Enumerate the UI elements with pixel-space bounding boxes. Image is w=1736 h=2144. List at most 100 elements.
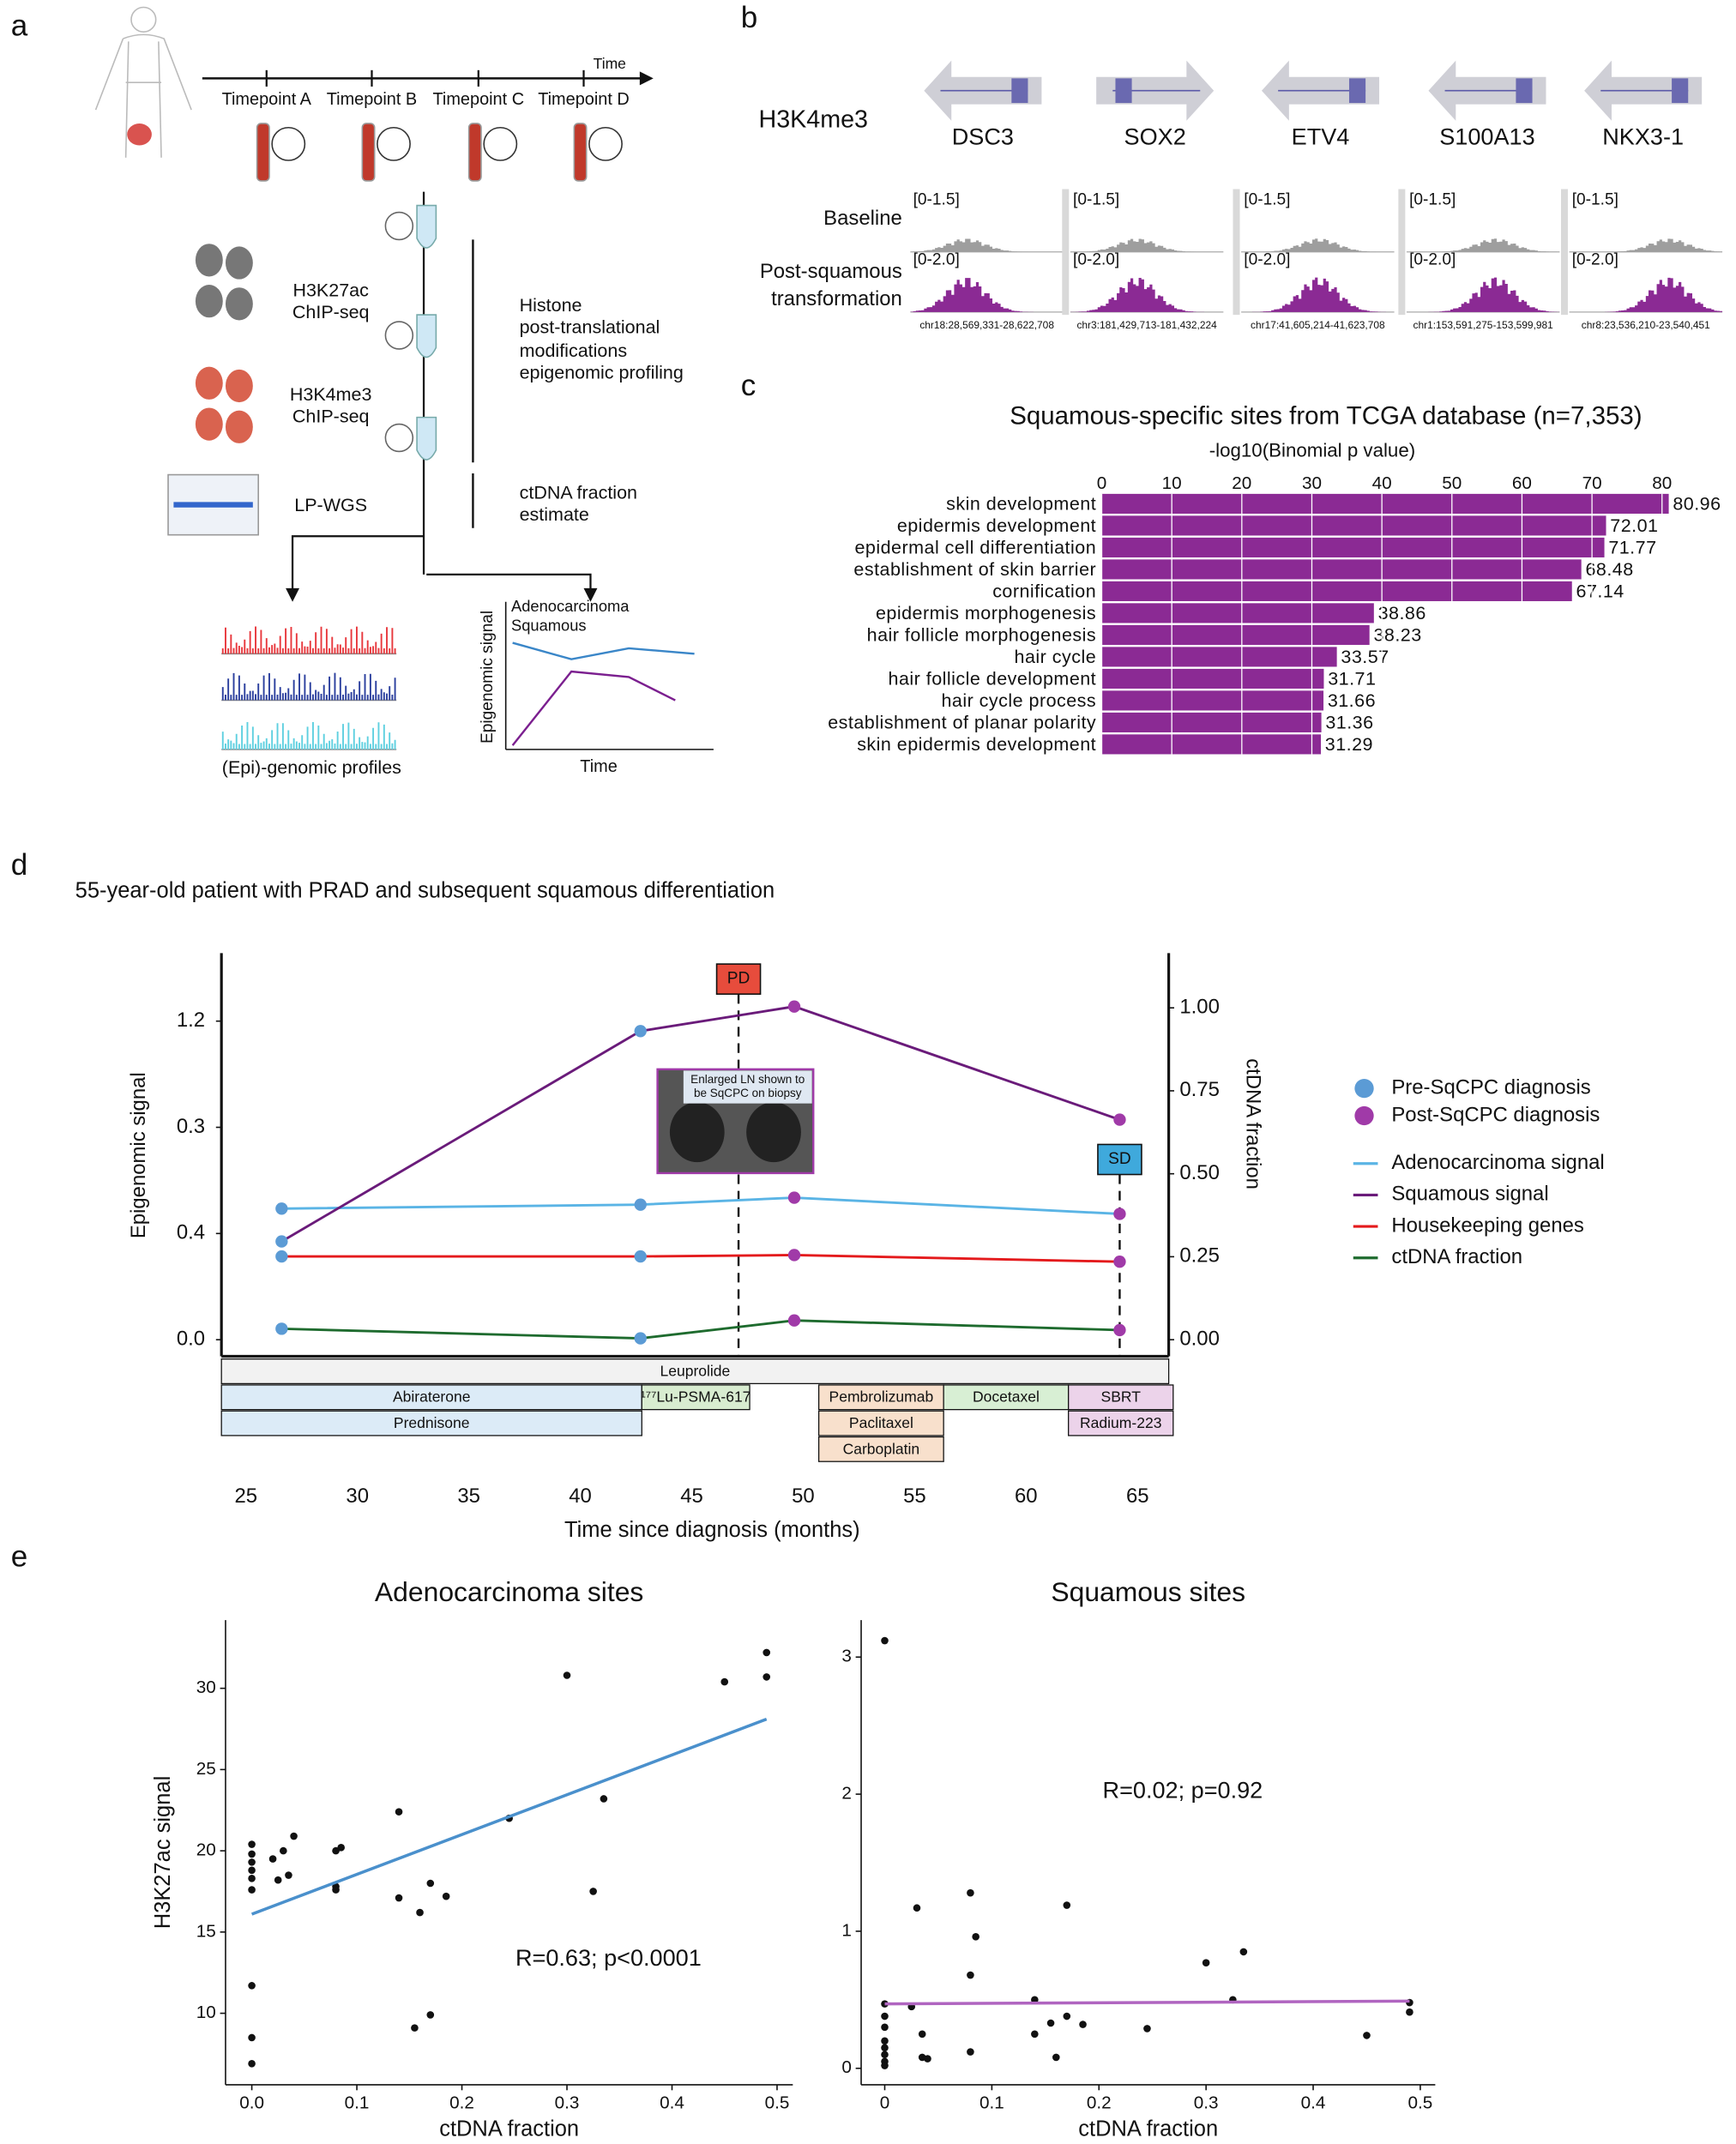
- x-tick-label: 65: [1126, 1485, 1149, 1508]
- data-point: [1143, 2025, 1151, 2033]
- data-point: [1202, 1959, 1210, 1966]
- timepoint-label: Timepoint A: [222, 90, 312, 109]
- track-range: [0-1.5]: [1073, 190, 1119, 208]
- gene-label: ETV4: [1292, 123, 1350, 150]
- track-signal: [1070, 278, 1224, 312]
- y-axis-label: Epigenomic signal: [127, 1072, 150, 1238]
- legend-label: ctDNA fraction: [1391, 1245, 1522, 1268]
- track-range: [0-1.5]: [913, 190, 960, 208]
- legend-label: Pre-SqCPC diagnosis: [1391, 1075, 1590, 1099]
- data-point: [1046, 2019, 1055, 2027]
- x-tick-label: 70: [1582, 473, 1602, 493]
- stat-annotation: R=0.02; p=0.92: [1103, 1777, 1263, 1804]
- data-point: [248, 1850, 256, 1858]
- bar: [1101, 559, 1582, 580]
- data-point: [426, 1879, 435, 1888]
- y-tick-label: 3: [841, 1647, 852, 1666]
- y2-tick-label: 0.00: [1179, 1327, 1220, 1350]
- treatment-label: SBRT: [1101, 1388, 1142, 1406]
- bar: [1101, 581, 1572, 601]
- data-point: [563, 1671, 571, 1679]
- data-point: [275, 1322, 288, 1335]
- data-point: [881, 2044, 889, 2052]
- fit-line: [250, 1718, 768, 1916]
- x-axis-label: ctDNA fraction: [1078, 2117, 1218, 2141]
- y-tick-label: 25: [196, 1759, 216, 1779]
- treatment-bar: [817, 1410, 944, 1436]
- bar: [1101, 647, 1337, 667]
- bar: [1101, 624, 1370, 645]
- gene-exon: [1115, 78, 1132, 104]
- data-point: [411, 2024, 419, 2032]
- track-range: [0-2.0]: [1073, 250, 1119, 268]
- sample-tube: [416, 204, 437, 249]
- ct-lung: [746, 1102, 801, 1163]
- cfdna-bubble: [271, 126, 306, 161]
- data-point: [918, 2030, 926, 2039]
- category-label: hair follicle development: [889, 668, 1097, 689]
- data-point: [787, 1000, 801, 1013]
- data-point: [881, 1636, 889, 1645]
- time-label: Time: [594, 55, 626, 72]
- inset-legend: Squamous: [511, 616, 587, 634]
- series-line: [281, 1196, 1120, 1215]
- data-point: [787, 1249, 801, 1262]
- data-point: [881, 2051, 889, 2059]
- data-point: [248, 1840, 256, 1848]
- data-point: [787, 1314, 801, 1327]
- treatment-label: Abiraterone: [393, 1388, 471, 1406]
- category-label: cornification: [992, 581, 1096, 601]
- bar: [1101, 734, 1322, 755]
- blood-tube: [361, 123, 376, 182]
- data-point: [881, 2062, 889, 2069]
- cfdna-bubble: [588, 126, 623, 161]
- track-range: [0-2.0]: [1409, 250, 1456, 268]
- data-point: [248, 1858, 256, 1866]
- treatment-bar: [943, 1384, 1070, 1411]
- data-point: [967, 2048, 974, 2056]
- x-tick-label: 0.4: [1301, 2093, 1326, 2113]
- value-label: 33.57: [1341, 647, 1389, 667]
- ct-caption-bg: [683, 1070, 812, 1104]
- series-line: [280, 1005, 1120, 1243]
- x-tick-label: 0.5: [765, 2093, 790, 2113]
- data-point: [416, 1908, 424, 1917]
- data-point: [274, 1876, 282, 1884]
- data-point: [248, 1866, 256, 1875]
- x-tick-label: 20: [1232, 473, 1251, 493]
- data-point: [634, 1332, 647, 1345]
- sample-tube: [416, 314, 437, 358]
- x-tick-label: 0.3: [1194, 2093, 1219, 2113]
- category-label: skin development: [946, 493, 1096, 514]
- nucleosome: [225, 287, 253, 321]
- treatment-label: Pembrolizumab: [829, 1388, 934, 1406]
- event-box: [1097, 1143, 1142, 1176]
- blood-tube: [467, 123, 482, 182]
- treatment-label: Paclitaxel: [849, 1414, 913, 1431]
- data-point: [1239, 1948, 1248, 1956]
- track-signal: [1569, 277, 1723, 312]
- chart-title: Squamous sites: [1051, 1576, 1245, 1607]
- category-label: epidermal cell differentiation: [854, 537, 1096, 557]
- y-tick-label: 20: [196, 1840, 216, 1860]
- x-tick-label: 30: [1302, 473, 1322, 493]
- data-point: [787, 1191, 801, 1204]
- track-name: Post-squamous: [760, 260, 902, 283]
- x-tick-label: 40: [569, 1485, 592, 1508]
- panel-letter: a: [11, 9, 28, 43]
- bar: [1101, 712, 1322, 732]
- nucleosome: [195, 366, 223, 400]
- workflow-label: post-translational: [520, 317, 660, 338]
- workflow-label: ctDNA fraction: [520, 483, 637, 503]
- blood-tube: [256, 123, 270, 182]
- panel-letter: b: [741, 1, 758, 34]
- data-point: [1063, 1901, 1071, 1909]
- cfdna-bubble: [483, 126, 518, 161]
- data-point: [248, 2033, 256, 2042]
- data-point: [1113, 1256, 1126, 1268]
- timepoint-label: Timepoint B: [327, 90, 417, 109]
- track-separator: [1062, 189, 1070, 316]
- y-tick-label: 30: [196, 1677, 216, 1697]
- x-tick-label: 0.0: [239, 2093, 264, 2113]
- data-point: [1031, 2030, 1039, 2039]
